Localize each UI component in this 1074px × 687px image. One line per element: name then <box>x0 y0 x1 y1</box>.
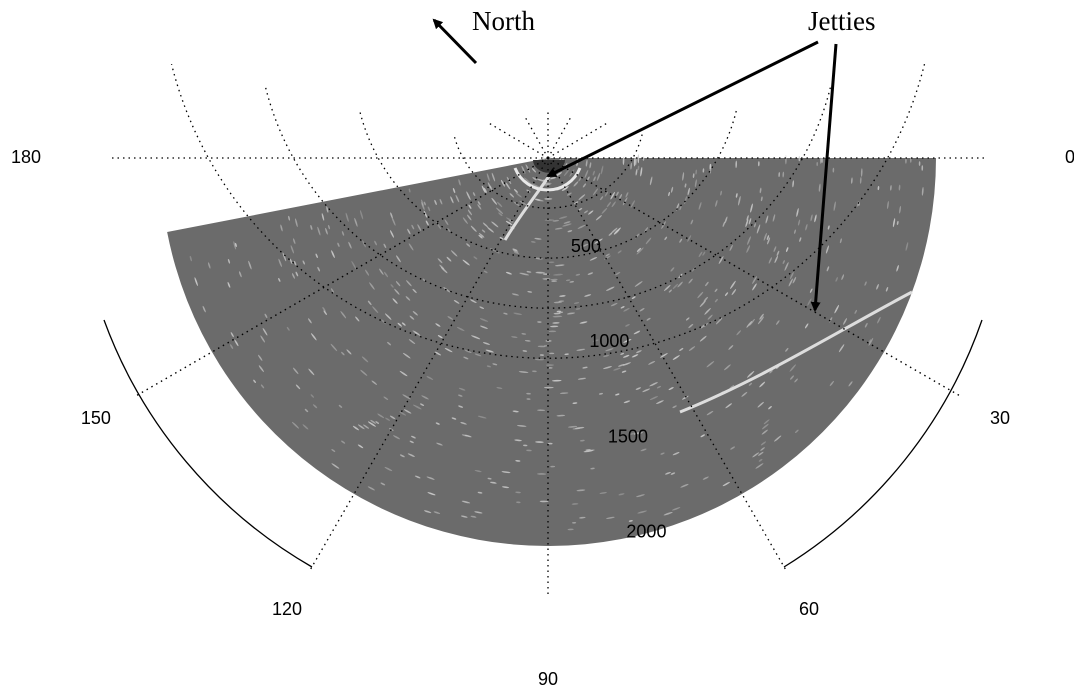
chart: 500 1000 1500 2000 0 30 60 90 120 150 180 North Je… <box>0 0 1074 687</box>
jetty-arrow <box>548 42 818 176</box>
theta-tick-label: 30 <box>990 408 1010 428</box>
theta-tick-label: 0 <box>1065 147 1074 167</box>
radar-image <box>167 154 936 546</box>
r-tick-label: 2000 <box>626 522 666 542</box>
jetties-label: Jetties <box>808 6 876 36</box>
r-tick-label: 1000 <box>589 331 629 351</box>
theta-tick-label: 120 <box>272 599 302 619</box>
upper-spokes <box>487 110 609 158</box>
theta-tick-label: 90 <box>538 669 558 687</box>
r-tick-label: 500 <box>571 236 601 256</box>
theta-tick-label: 60 <box>799 599 819 619</box>
coverage-sector <box>167 158 936 546</box>
echo-speckle <box>799 156 801 161</box>
theta-tick-label: 180 <box>11 147 41 167</box>
north-label: North <box>472 6 535 36</box>
r-tick-label: 1500 <box>608 426 648 446</box>
theta-tick-label: 150 <box>81 408 111 428</box>
north-arrow <box>434 20 476 63</box>
